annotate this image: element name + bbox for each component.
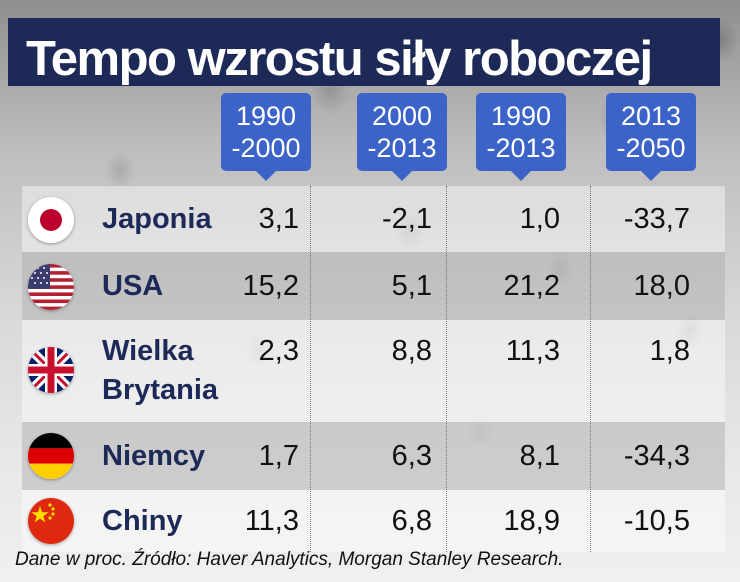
column-separator — [446, 186, 447, 552]
chart-title: Tempo wzrostu siły roboczej — [26, 32, 653, 86]
column-header: 2000 -2013 — [357, 93, 447, 181]
country-name: Niemcy — [102, 440, 206, 472]
column-header-line1: 1990 — [235, 101, 297, 131]
column-separator — [310, 186, 311, 552]
table-cell: 8,8 — [391, 335, 432, 367]
country-name-line1: Wielka — [102, 335, 194, 367]
column-separator — [590, 186, 591, 552]
column-header-line1: 2013 — [620, 101, 682, 131]
country-name: Chiny — [102, 505, 183, 537]
table-row-band — [22, 490, 725, 552]
table-row-band — [22, 320, 725, 422]
title-banner: Tempo wzrostu siły roboczej — [8, 18, 720, 86]
country-name-line2: Brytania — [102, 374, 219, 406]
table-cell: -10,5 — [623, 505, 690, 537]
table-cell: 3,1 — [258, 203, 299, 235]
table-cell: 15,2 — [242, 270, 299, 302]
table-cell: 6,3 — [391, 440, 432, 472]
table-cell: 1,0 — [519, 203, 560, 235]
china-flag-icon — [28, 498, 74, 544]
column-header-line2: -2013 — [486, 133, 556, 163]
uk-flag-icon — [28, 347, 74, 393]
column-header-line2: -2050 — [616, 133, 686, 163]
japan-flag-icon — [28, 197, 74, 243]
usa-flag-icon — [28, 264, 74, 310]
column-header-line1: 1990 — [490, 101, 552, 131]
table-cell: -2,1 — [382, 203, 432, 235]
table-cell: 11,3 — [505, 335, 560, 367]
country-name: USA — [102, 270, 164, 302]
table-cell: 1,7 — [258, 440, 299, 472]
table-cell: 2,3 — [258, 335, 299, 367]
table-cell: -33,7 — [623, 203, 690, 235]
column-header: 1990 -2000 — [221, 93, 311, 181]
column-header-line2: -2000 — [231, 133, 301, 163]
country-name: Japonia — [102, 203, 212, 235]
table-cell: 11,3 — [244, 505, 299, 537]
table-cell: 8,1 — [519, 440, 560, 472]
table-row-band — [22, 422, 725, 490]
table-cell: 18,9 — [503, 505, 560, 537]
column-header-line2: -2013 — [367, 133, 437, 163]
column-header: 2013 -2050 — [606, 93, 696, 181]
table-cell: -34,3 — [623, 440, 690, 472]
table-cell: 18,0 — [633, 270, 690, 302]
germany-flag-icon — [28, 433, 74, 479]
table-row-band — [22, 252, 725, 320]
table-cell: 5,1 — [391, 270, 432, 302]
table-cell: 6,8 — [391, 505, 432, 537]
column-header: 1990 -2013 — [476, 93, 566, 181]
source-note: Dane w proc. Źródło: Haver Analytics, Mo… — [15, 549, 564, 570]
column-header-line1: 2000 — [371, 101, 433, 131]
table-cell: 21,2 — [503, 270, 560, 302]
table-row-band — [22, 186, 725, 252]
table-cell: 1,8 — [649, 335, 690, 367]
